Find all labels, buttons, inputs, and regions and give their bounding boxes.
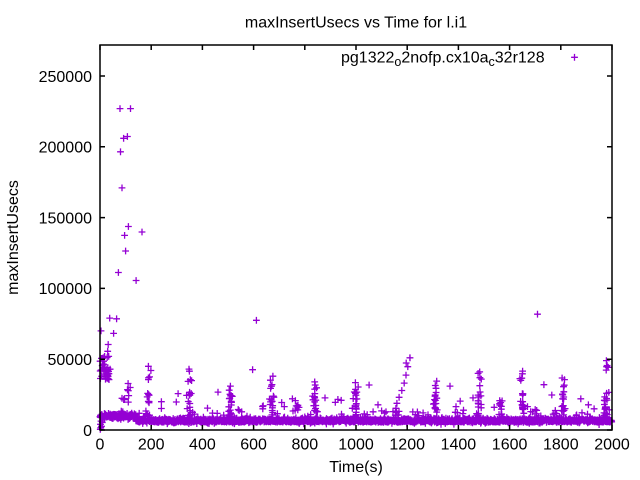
svg-text:2000: 2000	[594, 437, 630, 454]
svg-text:150000: 150000	[39, 210, 92, 227]
svg-text:800: 800	[291, 437, 318, 454]
svg-text:200000: 200000	[39, 140, 92, 157]
svg-text:400: 400	[189, 437, 216, 454]
svg-text:1200: 1200	[389, 437, 425, 454]
svg-text:maxInsertUsecs: maxInsertUsecs	[5, 180, 22, 295]
svg-text:200: 200	[138, 437, 165, 454]
svg-text:1000: 1000	[338, 437, 374, 454]
svg-text:100000: 100000	[39, 281, 92, 298]
svg-text:600: 600	[240, 437, 267, 454]
svg-text:pg1322o2nofp.cx10ac32r128: pg1322o2nofp.cx10ac32r128	[341, 50, 545, 70]
svg-text:Time(s): Time(s)	[329, 459, 383, 476]
svg-text:250000: 250000	[39, 69, 92, 86]
svg-text:maxInsertUsecs vs Time for l.i: maxInsertUsecs vs Time for l.i1	[245, 15, 467, 32]
svg-text:1800: 1800	[543, 437, 579, 454]
svg-text:1600: 1600	[492, 437, 528, 454]
svg-text:0: 0	[96, 437, 105, 454]
svg-text:0: 0	[83, 423, 92, 440]
svg-text:1400: 1400	[441, 437, 477, 454]
svg-text:50000: 50000	[48, 352, 93, 369]
